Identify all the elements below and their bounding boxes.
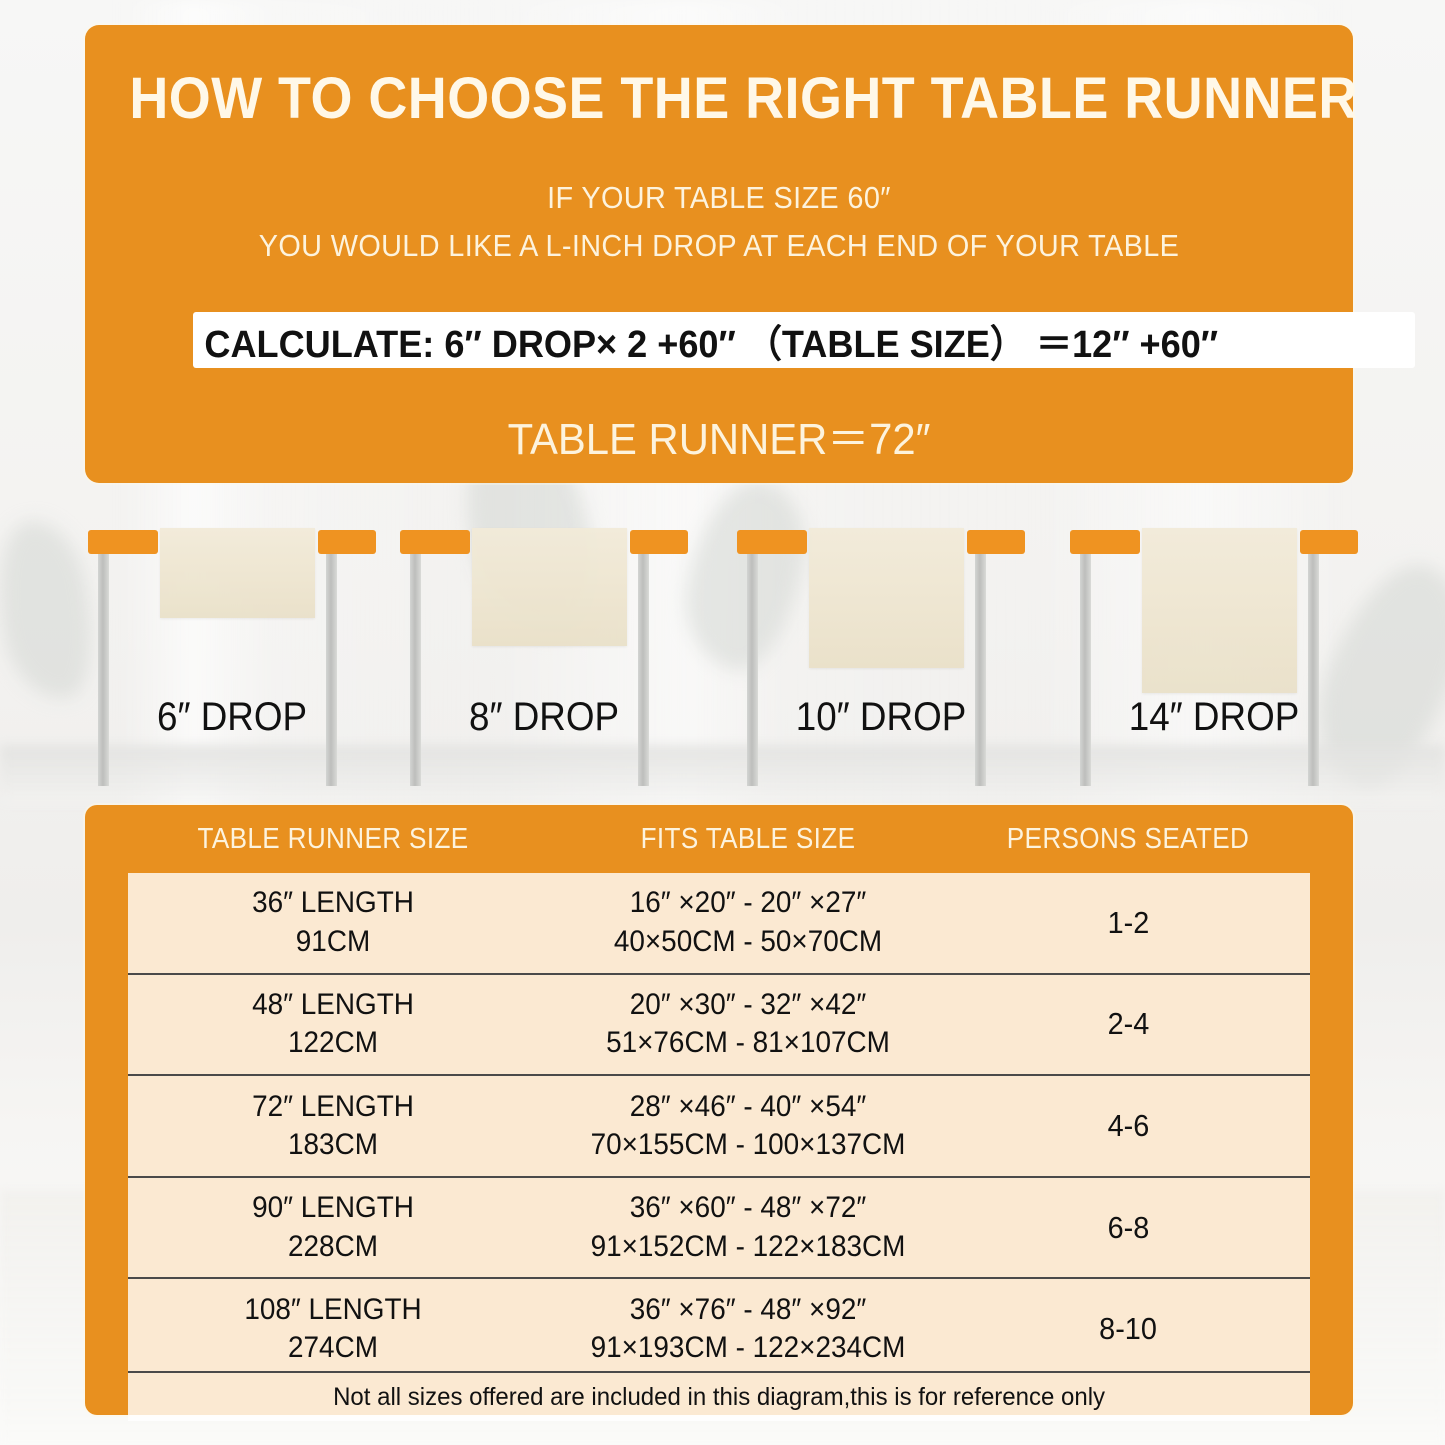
persons-value: 4-6 — [1107, 1107, 1149, 1143]
table-row: 108″ LENGTH 274CM 36″ ×76″ - 48″ ×92″ 91… — [128, 1279, 1310, 1371]
table-row: 90″ LENGTH 228CM 36″ ×60″ - 48″ ×72″ 91×… — [128, 1178, 1310, 1280]
table-row: 48″ LENGTH 122CM 20″ ×30″ - 32″ ×42″ 51×… — [128, 975, 1310, 1077]
header-panel: HOW TO CHOOSE THE RIGHT TABLE RUNNER IF … — [85, 25, 1415, 483]
persons-value: 6-8 — [1107, 1209, 1149, 1245]
runner-fabric — [1142, 528, 1297, 693]
cell-persons-seated: 2-4 — [963, 1006, 1293, 1042]
calculation-formula: CALCULATE: 6″ DROP× 2 +60″ （TABLE SIZE） … — [204, 323, 1219, 366]
cell-runner-size: 108″ LENGTH 274CM — [133, 1291, 533, 1368]
table-row: 36″ LENGTH 91CM 16″ ×20″ - 20″ ×27″ 40×5… — [128, 873, 1310, 975]
calculation-box: CALCULATE: 6″ DROP× 2 +60″ （TABLE SIZE） … — [193, 312, 1415, 368]
cell-fits-table: 16″ ×20″ - 20″ ×27″ 40×50CM - 50×70CM — [533, 884, 963, 961]
fits-cm: 51×76CM - 81×107CM — [606, 1026, 890, 1060]
runner-size-cm: 91CM — [295, 924, 371, 958]
fits-inches: 36″ ×76″ - 48″ ×92″ — [629, 1292, 867, 1326]
tabletop-left — [88, 530, 158, 554]
footnote-row: Not all sizes offered are included in th… — [128, 1371, 1310, 1421]
tabletop-left — [737, 530, 807, 554]
column-header-persons: PERSONS SEATED — [1006, 822, 1250, 855]
fits-inches: 16″ ×20″ - 20″ ×27″ — [629, 886, 867, 920]
runner-size-cm: 228CM — [288, 1229, 378, 1263]
table-row: 72″ LENGTH 183CM 28″ ×46″ - 40″ ×54″ 70×… — [128, 1076, 1310, 1178]
runner-size-inches: 90″ LENGTH — [252, 1191, 414, 1225]
fits-inches: 28″ ×46″ - 40″ ×54″ — [629, 1089, 867, 1123]
drop-diagram-10: 10″ DROP — [737, 500, 1025, 790]
drop-label: 8″ DROP — [468, 695, 620, 739]
tabletop-right — [967, 530, 1025, 554]
cell-runner-size: 36″ LENGTH 91CM — [133, 884, 533, 961]
fits-cm: 91×152CM - 122×183CM — [590, 1229, 906, 1263]
tabletop-right — [630, 530, 688, 554]
drop-diagram-6: 6″ DROP — [88, 500, 376, 790]
persons-value: 2-4 — [1107, 1006, 1149, 1042]
runner-size-cm: 183CM — [288, 1127, 378, 1161]
table-leg-right — [975, 554, 986, 786]
tabletop-left — [1070, 530, 1140, 554]
table-leg-right — [1308, 554, 1319, 786]
size-table: TABLE RUNNER SIZE FITS TABLE SIZE PERSON… — [85, 805, 1353, 1421]
table-runner-result: TABLE RUNNER＝72″ — [507, 415, 931, 464]
fits-cm: 40×50CM - 50×70CM — [613, 924, 883, 958]
cell-persons-seated: 8-10 — [963, 1311, 1293, 1347]
runner-size-inches: 36″ LENGTH — [252, 886, 414, 920]
table-header-row: TABLE RUNNER SIZE FITS TABLE SIZE PERSON… — [85, 805, 1353, 873]
cell-runner-size: 90″ LENGTH 228CM — [133, 1189, 533, 1266]
persons-value: 8-10 — [1099, 1311, 1157, 1347]
cell-fits-table: 20″ ×30″ - 32″ ×42″ 51×76CM - 81×107CM — [533, 986, 963, 1063]
drop-label: 14″ DROP — [1128, 695, 1300, 739]
page-title: HOW TO CHOOSE THE RIGHT TABLE RUNNER — [129, 66, 1358, 131]
runner-size-cm: 122CM — [288, 1026, 378, 1060]
table-leg-right — [638, 554, 649, 786]
fits-inches: 36″ ×60″ - 48″ ×72″ — [629, 1191, 867, 1225]
drop-label: 10″ DROP — [795, 695, 967, 739]
tabletop-right — [318, 530, 376, 554]
runner-fabric — [160, 528, 315, 618]
cell-runner-size: 48″ LENGTH 122CM — [133, 986, 533, 1063]
table-leg-left — [1080, 554, 1091, 786]
footnote-text: Not all sizes offered are included in th… — [333, 1382, 1105, 1411]
runner-size-inches: 108″ LENGTH — [244, 1292, 422, 1326]
drop-diagrams: 6″ DROP 8″ DROP 10″ DROP 1 — [0, 500, 1445, 790]
column-header-runner-size: TABLE RUNNER SIZE — [197, 822, 469, 855]
fits-cm: 91×193CM - 122×234CM — [590, 1331, 906, 1365]
runner-size-inches: 72″ LENGTH — [252, 1089, 414, 1123]
cell-persons-seated: 4-6 — [963, 1108, 1293, 1144]
tabletop-left — [400, 530, 470, 554]
cell-persons-seated: 6-8 — [963, 1210, 1293, 1246]
column-header-fits-table: FITS TABLE SIZE — [640, 822, 856, 855]
cell-persons-seated: 1-2 — [963, 905, 1293, 941]
drop-label: 6″ DROP — [156, 695, 308, 739]
tabletop-right — [1300, 530, 1358, 554]
table-leg-left — [98, 554, 109, 786]
runner-size-cm: 274CM — [288, 1331, 378, 1365]
cell-fits-table: 36″ ×76″ - 48″ ×92″ 91×193CM - 122×234CM — [533, 1291, 963, 1368]
persons-value: 1-2 — [1107, 904, 1149, 940]
subtitle-line-1: IF YOUR TABLE SIZE 60″ — [547, 180, 891, 215]
runner-fabric — [809, 528, 964, 668]
runner-fabric — [472, 528, 627, 646]
fits-cm: 70×155CM - 100×137CM — [590, 1127, 906, 1161]
drop-diagram-14: 14″ DROP — [1070, 500, 1358, 790]
background-counter — [0, 745, 1445, 805]
cell-fits-table: 28″ ×46″ - 40″ ×54″ 70×155CM - 100×137CM — [533, 1088, 963, 1165]
table-leg-left — [410, 554, 421, 786]
cell-fits-table: 36″ ×60″ - 48″ ×72″ 91×152CM - 122×183CM — [533, 1189, 963, 1266]
drop-diagram-8: 8″ DROP — [400, 500, 688, 790]
cell-runner-size: 72″ LENGTH 183CM — [133, 1088, 533, 1165]
table-body: 36″ LENGTH 91CM 16″ ×20″ - 20″ ×27″ 40×5… — [128, 873, 1310, 1371]
runner-size-inches: 48″ LENGTH — [252, 988, 414, 1021]
table-leg-left — [747, 554, 758, 786]
subtitle-line-2: YOU WOULD LIKE A L-INCH DROP AT EACH END… — [258, 228, 1180, 263]
fits-inches: 20″ ×30″ - 32″ ×42″ — [629, 988, 867, 1021]
table-leg-right — [326, 554, 337, 786]
